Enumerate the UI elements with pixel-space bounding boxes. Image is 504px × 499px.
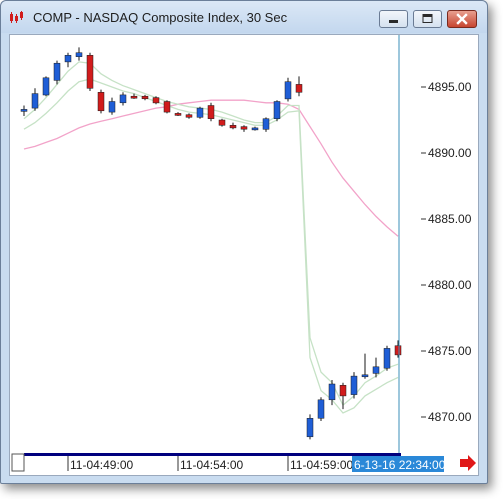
maximize-icon (422, 14, 433, 23)
red-right-arrow-icon[interactable] (460, 455, 476, 471)
candle-body-down (394, 345, 402, 356)
candle-body-down (130, 95, 138, 99)
candle-body-up (108, 101, 116, 113)
window-title: COMP - NASDAQ Composite Index, 30 Sec (33, 10, 288, 25)
candle-body-up (383, 348, 391, 369)
candle-body-up (361, 374, 369, 378)
moving-average-lower-line (23, 78, 399, 414)
candle-body-up (31, 93, 39, 109)
candlestick-chart[interactable]: 4895.00 4890.00 4885.00 4880.00 4875.00 … (10, 35, 478, 475)
candle-body-up (306, 418, 314, 438)
candle-body-up (64, 55, 72, 63)
candle-body-up (42, 77, 50, 96)
candle-body-down (207, 105, 215, 119)
minimize-icon (389, 20, 398, 23)
candlestick-app-icon (10, 11, 23, 23)
cursor-time-label: 6-13-16 22:34:00 (354, 458, 446, 472)
candle-body-down (141, 95, 149, 100)
candle-body-up (262, 118, 270, 130)
candle-body-down (185, 114, 193, 118)
candle-body-down (295, 84, 303, 93)
price-axis-label: 4870.00 (428, 410, 472, 424)
candle-body-up (119, 94, 127, 104)
candle-body-up (251, 127, 259, 131)
candle-body-down (86, 55, 94, 89)
candle-body-up (350, 375, 358, 395)
price-axis-label: 4895.00 (428, 80, 472, 94)
candle-body-down (97, 92, 105, 112)
moving-average-slow-line (23, 99, 399, 237)
candle-body-down (218, 119, 226, 126)
time-axis-label: 11-04:59:00 (290, 458, 353, 472)
scroll-start-box[interactable] (11, 453, 25, 472)
price-axis-label: 4880.00 (428, 278, 472, 292)
price-axis-label: 4890.00 (428, 146, 472, 160)
candle-body-up (317, 399, 325, 419)
candle-body-up (328, 383, 336, 401)
candle-body-up (20, 109, 28, 112)
minimize-button[interactable] (379, 10, 408, 28)
candle-body-up (284, 81, 292, 100)
time-axis-label: 11-04:49:00 (70, 458, 133, 472)
candle-body-up (196, 107, 204, 118)
maximize-button[interactable] (413, 10, 442, 28)
candle-body-down (240, 126, 248, 130)
cursor-time-box (352, 456, 444, 472)
close-icon (456, 13, 468, 25)
candle-body-up (75, 52, 83, 57)
price-axis-label: 4875.00 (428, 344, 472, 358)
candle-body-up (53, 62, 61, 81)
price-axis-label: 4885.00 (428, 212, 472, 226)
candle-body-down (152, 97, 160, 104)
time-axis-label: 11-04:54:00 (180, 458, 243, 472)
title-bar[interactable]: COMP - NASDAQ Composite Index, 30 Sec (1, 1, 487, 33)
candle-body-up (273, 101, 281, 119)
candle-body-down (174, 113, 182, 116)
chart-window: COMP - NASDAQ Composite Index, 30 Sec 48… (0, 0, 488, 484)
candle-body-up (372, 366, 380, 374)
candle-layer (20, 47, 402, 440)
candle-body-down (229, 125, 237, 129)
candle-body-down (339, 385, 347, 397)
scroll-track[interactable] (24, 453, 401, 456)
candle-body-down (163, 101, 171, 113)
chart-area[interactable]: 4895.00 4890.00 4885.00 4880.00 4875.00 … (9, 34, 479, 476)
close-button[interactable] (447, 10, 477, 28)
